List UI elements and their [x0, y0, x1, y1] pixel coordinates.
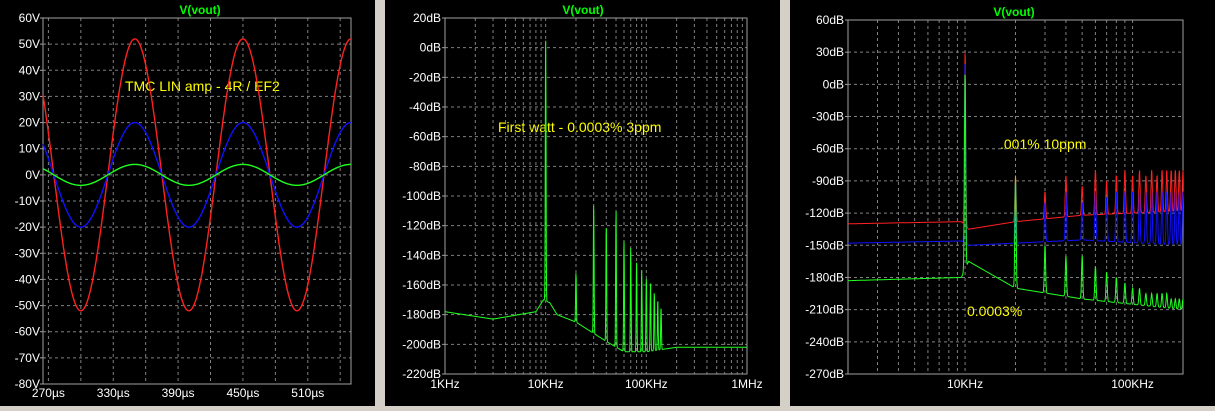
- y-tick-label: -50V: [15, 299, 40, 313]
- y-tick-label: 0dB: [420, 41, 441, 55]
- fft-chart-first-watt: V(vout) First watt - 0.0003% 3ppm 1KHz 10…: [402, 3, 762, 391]
- y-tick-label: 0V: [25, 168, 40, 182]
- fft-chart-levels: V(vout) .001% 10ppm 0.0003% 10KHz 100KHz 6…: [805, 5, 1184, 391]
- y-tick-label: -120dB: [402, 219, 441, 233]
- y-tick-label: 60dB: [816, 13, 844, 27]
- y-tick-label: -200dB: [402, 337, 441, 351]
- y-tick-label: 30dB: [816, 45, 844, 59]
- x-tick-label: 1KHz: [430, 377, 459, 391]
- y-tick-label: -60V: [15, 325, 40, 339]
- y-tick-label: -180dB: [805, 270, 844, 284]
- y-tick-label: 60V: [19, 11, 40, 25]
- y-tick-label: -120dB: [805, 206, 844, 220]
- y-tick-label: -30V: [15, 246, 40, 260]
- x-tick-label: 330µs: [97, 386, 130, 400]
- y-tick-label: -20V: [15, 220, 40, 234]
- y-tick-label: -220dB: [402, 367, 441, 381]
- y-tick-label: 20V: [19, 116, 40, 130]
- y-tick-label: -80dB: [409, 159, 441, 173]
- y-tick-label: 50V: [19, 37, 40, 51]
- y-tick-label: 40V: [19, 63, 40, 77]
- y-tick-label: -60dB: [812, 142, 844, 156]
- y-tick-label: -30dB: [812, 110, 844, 124]
- y-tick-label: -40V: [15, 272, 40, 286]
- x-tick-label: 100KHz: [625, 377, 668, 391]
- y-tick-label: 0dB: [823, 77, 844, 91]
- y-tick-label: -70V: [15, 351, 40, 365]
- chart-annotation-3ppm: 0.0003%: [967, 303, 1022, 319]
- chart-annotation: TMC LIN amp - 4R / EF2: [125, 78, 280, 94]
- y-tick-label: -180dB: [402, 308, 441, 322]
- y-tick-label: 20dB: [413, 11, 441, 25]
- y-tick-label: -270dB: [805, 367, 844, 381]
- y-tick-label: -60dB: [409, 130, 441, 144]
- series-line-green: [444, 40, 747, 353]
- series-line-green: [848, 74, 1184, 310]
- x-tick-label: 100KHz: [1111, 377, 1154, 391]
- y-tick-label: -90dB: [812, 174, 844, 188]
- series-line-red: [42, 38, 352, 312]
- y-tick-label: -140dB: [402, 248, 441, 262]
- series-line-blue: [42, 121, 351, 228]
- y-tick-label: -10V: [15, 194, 40, 208]
- x-tick-label: 10KHz: [528, 377, 564, 391]
- y-tick-label: -150dB: [805, 238, 844, 252]
- plot-frame: [444, 17, 748, 375]
- x-tick-label: 10KHz: [947, 377, 983, 391]
- x-tick-label: 270µs: [32, 386, 65, 400]
- plot-frame: [42, 17, 352, 385]
- y-tick-label: -100dB: [402, 189, 441, 203]
- series-line-green: [42, 163, 351, 186]
- waveform-panel-time-domain: V(vout) TMC LIN amp - 4R / EF2 270µs 330µ…: [0, 0, 375, 406]
- waveform-panel-fft-first-watt: V(vout) First watt - 0.0003% 3ppm 1KHz 10…: [385, 0, 780, 406]
- y-tick-label: -160dB: [402, 278, 441, 292]
- x-tick-label: 510µs: [291, 386, 324, 400]
- chart-annotation-10ppm: .001% 10ppm: [1000, 136, 1086, 152]
- panel-divider: [375, 0, 385, 406]
- y-tick-label: -40dB: [409, 100, 441, 114]
- waveform-panel-fft-levels: V(vout) .001% 10ppm 0.0003% 10KHz 100KHz 6…: [790, 0, 1215, 406]
- y-tick-label: 30V: [19, 89, 40, 103]
- y-tick-label: 10V: [19, 142, 40, 156]
- y-tick-label: -210dB: [805, 303, 844, 317]
- chart-annotation: First watt - 0.0003% 3ppm: [498, 119, 661, 135]
- x-tick-label: 1MHz: [731, 377, 762, 391]
- y-tick-label: -20dB: [409, 70, 441, 84]
- x-tick-label: 450µs: [226, 386, 259, 400]
- y-tick-label: -240dB: [805, 335, 844, 349]
- time-domain-chart: V(vout) TMC LIN amp - 4R / EF2 270µs 330µ…: [15, 3, 352, 400]
- panel-divider: [780, 0, 790, 406]
- y-tick-label: -80V: [15, 377, 40, 391]
- chart-title: V(vout): [562, 3, 603, 17]
- chart-title: V(vout): [179, 3, 220, 17]
- x-tick-label: 390µs: [162, 386, 195, 400]
- chart-title: V(vout): [993, 5, 1034, 19]
